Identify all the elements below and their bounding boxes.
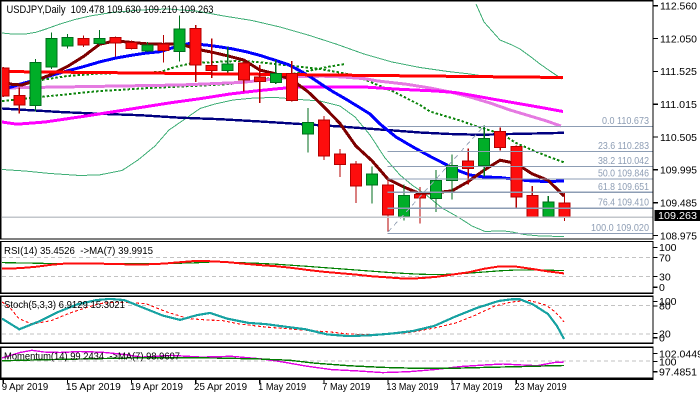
svg-text:38.2 110.042: 38.2 110.042 [598,155,649,167]
svg-text:61.8 109.651: 61.8 109.651 [598,181,649,193]
svg-text:1 May 2019: 1 May 2019 [258,381,306,393]
svg-text:100: 100 [659,356,677,368]
svg-text:RSI(14) 35.4526 ->MA(7) 39.99: RSI(14) 35.4526 ->MA(7) 39.9915 [4,245,153,257]
svg-text:20: 20 [659,328,671,340]
svg-text:23 May 2019: 23 May 2019 [515,381,567,393]
svg-text:109.995: 109.995 [660,165,697,177]
svg-text:100: 100 [659,242,677,254]
svg-text:0.0 110.673: 0.0 110.673 [602,115,649,127]
svg-text:25 Apr 2019: 25 Apr 2019 [194,381,247,393]
svg-text:80: 80 [659,301,671,313]
svg-text:100: 100 [659,296,677,308]
svg-text:76.4 109.410: 76.4 109.410 [598,197,649,209]
svg-text:108.975: 108.975 [660,230,697,242]
svg-text:110.505: 110.505 [660,132,697,144]
svg-text:97.4851: 97.4851 [659,367,697,379]
svg-text:19 Apr 2019: 19 Apr 2019 [130,381,183,393]
svg-text:50.0 109.846: 50.0 109.846 [598,168,649,180]
svg-text:112.050: 112.050 [660,33,697,45]
svg-text:17 May 2019: 17 May 2019 [451,381,503,393]
svg-text:15 Apr 2019: 15 Apr 2019 [66,381,121,393]
svg-text:23.6 110.283: 23.6 110.283 [598,140,649,152]
svg-text:Momentum(14) 99.2434 ->MA(7): Momentum(14) 99.2434 ->MA(7) 98.9607 [4,350,180,362]
svg-text:70: 70 [659,252,671,264]
svg-text:0: 0 [659,282,665,294]
svg-text:111.525: 111.525 [660,66,697,78]
svg-text:102.0449: 102.0449 [659,348,700,360]
svg-text:109.485: 109.485 [660,197,697,209]
svg-text:100.0 109.020: 100.0 109.020 [591,222,649,234]
svg-text:Stoch(5,3,3) 6.9129 15.3021: Stoch(5,3,3) 6.9129 15.3021 [4,299,125,311]
svg-text:109.263: 109.263 [658,210,697,222]
svg-text:112.560: 112.560 [660,1,697,13]
svg-text:9 Apr 2019: 9 Apr 2019 [2,381,49,393]
svg-text:7 May 2019: 7 May 2019 [322,381,370,393]
svg-text:USDJPY,Daily 109.478 109.630: USDJPY,Daily 109.478 109.630 109.210 109… [7,4,214,16]
svg-text:0: 0 [659,333,665,345]
svg-text:30: 30 [659,271,671,283]
svg-text:13 May 2019: 13 May 2019 [386,381,438,393]
svg-text:111.015: 111.015 [660,99,697,111]
